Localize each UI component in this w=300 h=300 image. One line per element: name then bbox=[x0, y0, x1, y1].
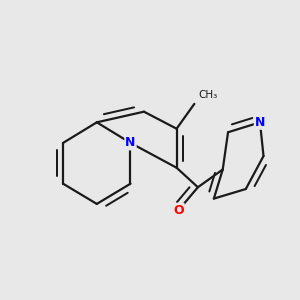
Text: N: N bbox=[125, 136, 136, 149]
Text: CH₃: CH₃ bbox=[198, 90, 217, 100]
Text: O: O bbox=[173, 204, 184, 217]
Text: N: N bbox=[255, 116, 265, 129]
